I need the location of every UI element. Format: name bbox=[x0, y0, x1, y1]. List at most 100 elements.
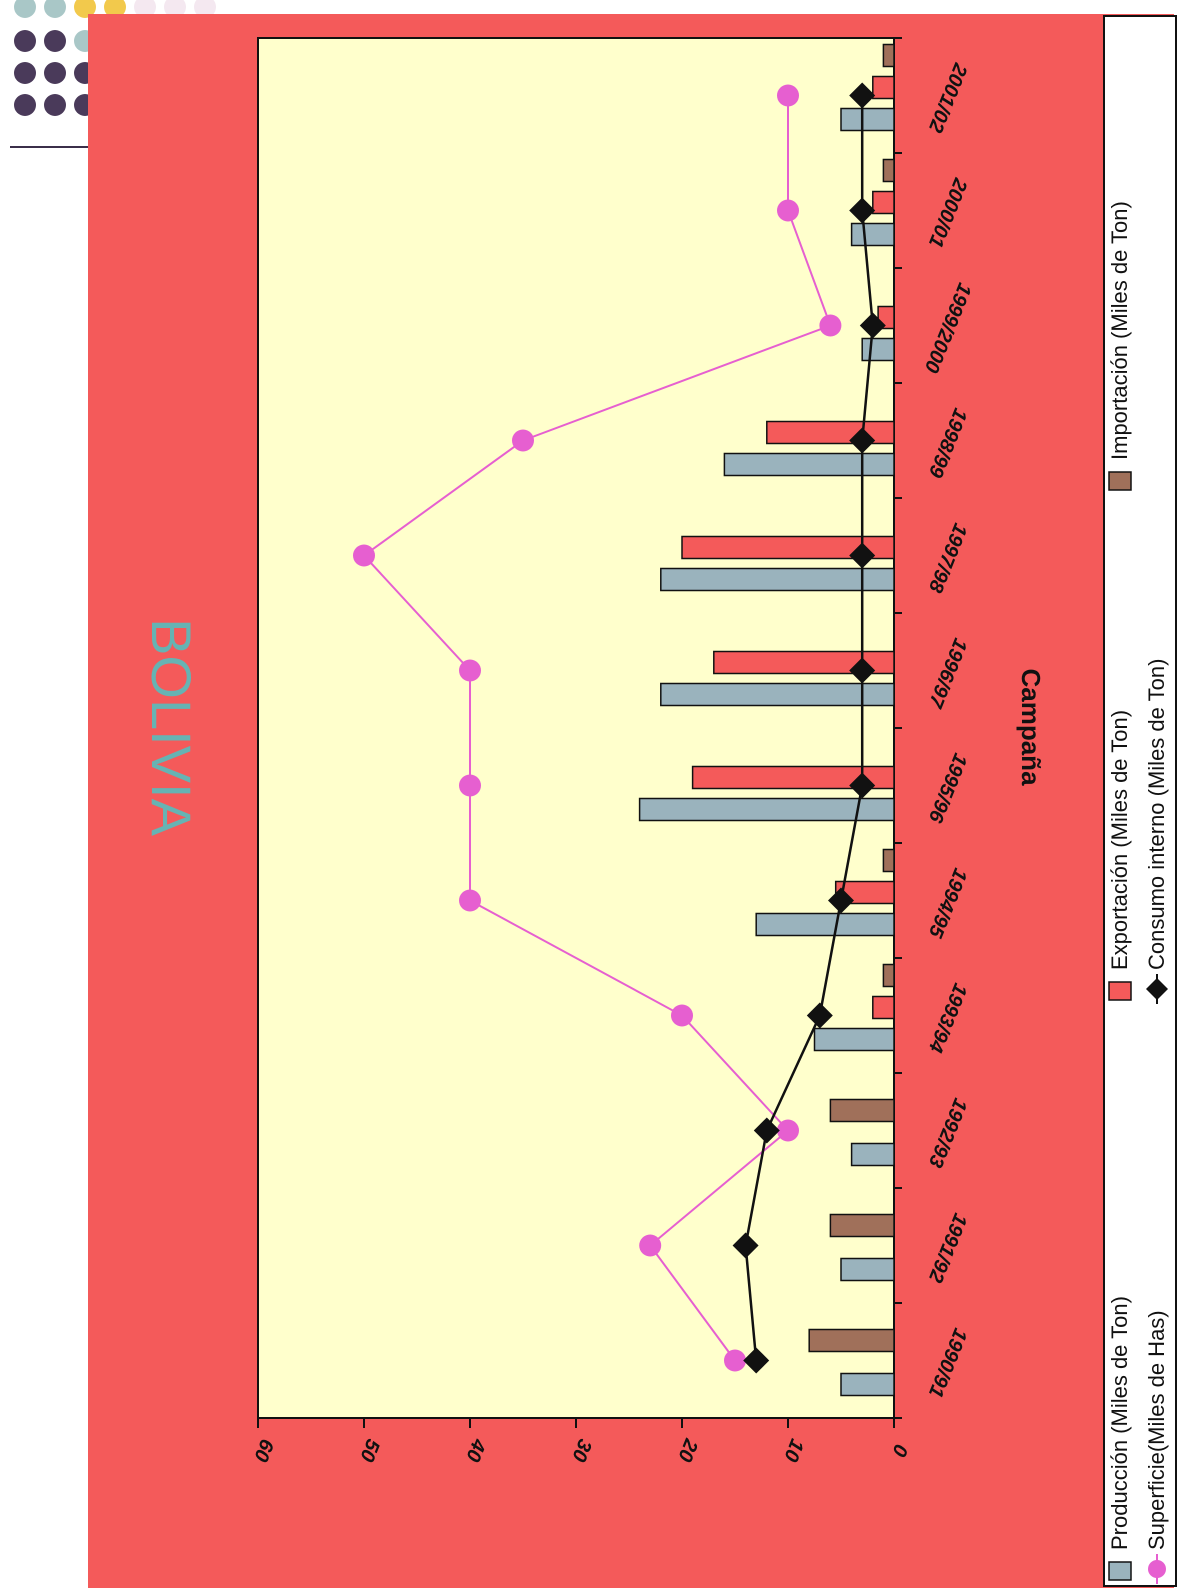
point-consumo bbox=[849, 82, 876, 109]
dot-icon bbox=[194, 0, 216, 18]
point-superficie bbox=[459, 774, 481, 797]
dot-icon bbox=[44, 0, 66, 18]
legend-marker bbox=[1146, 978, 1168, 1000]
dot-icon bbox=[44, 94, 66, 116]
point-superficie bbox=[671, 1004, 693, 1027]
bar-importacion bbox=[882, 848, 895, 873]
point-superficie bbox=[819, 314, 842, 337]
dot-icon bbox=[164, 0, 186, 18]
bar-importacion bbox=[882, 43, 895, 68]
x-axis-title: Campaña bbox=[1016, 668, 1046, 786]
legend: Producción (Miles de Ton) Exportación (Mi… bbox=[1103, 15, 1177, 1587]
bar-importacion bbox=[882, 963, 895, 988]
x-tick-label: 1994/95 bbox=[923, 865, 971, 941]
legend-items: Producción (Miles de Ton) Exportación (Mi… bbox=[1107, 201, 1169, 1584]
x-tick-label: 1995/96 bbox=[923, 750, 971, 826]
x-tick-label: 1991/92 bbox=[924, 1210, 971, 1285]
bar-exportacion bbox=[766, 420, 895, 445]
bar-produccion bbox=[813, 1027, 895, 1052]
x-tick-label: 2001/02 bbox=[924, 59, 972, 135]
point-superficie bbox=[724, 1349, 746, 1372]
x-tick-label: 1997/98 bbox=[923, 520, 971, 596]
point-consumo bbox=[859, 312, 886, 339]
dot-icon bbox=[14, 62, 36, 84]
legend-item: Importación (Miles de Ton) bbox=[1107, 201, 1132, 491]
bar-exportacion bbox=[872, 995, 895, 1020]
bar-exportacion bbox=[872, 190, 895, 215]
legend-item: Consumo interno (Miles de Ton) bbox=[1144, 659, 1169, 1004]
chart-title: BOLIVIA bbox=[140, 618, 203, 837]
dot-icon bbox=[44, 30, 66, 52]
bar-produccion bbox=[850, 222, 895, 247]
point-superficie bbox=[459, 659, 481, 682]
header-rule bbox=[10, 146, 88, 148]
point-consumo bbox=[743, 1347, 770, 1374]
legend-marker bbox=[1148, 1560, 1166, 1578]
point-superficie bbox=[777, 84, 799, 107]
point-superficie bbox=[639, 1234, 662, 1257]
bar-produccion bbox=[638, 797, 895, 822]
x-tick-label: 1996/97 bbox=[923, 635, 971, 711]
point-superficie bbox=[512, 429, 534, 452]
bar-produccion bbox=[723, 452, 895, 477]
y-tick-label: 50 bbox=[355, 1436, 384, 1465]
dot-icon bbox=[14, 94, 36, 116]
point-consumo bbox=[753, 1117, 780, 1144]
bar-importacion bbox=[829, 1098, 895, 1123]
x-tick-label: 1990/91 bbox=[924, 1325, 971, 1400]
point-consumo bbox=[849, 542, 876, 569]
point-consumo bbox=[849, 657, 876, 684]
point-superficie bbox=[777, 199, 799, 222]
legend-item: Producción (Miles de Ton) bbox=[1107, 1296, 1132, 1581]
bar-exportacion bbox=[713, 650, 895, 675]
bar-produccion bbox=[850, 1142, 895, 1167]
legend-label: Importación (Miles de Ton) bbox=[1107, 201, 1132, 460]
point-consumo bbox=[732, 1232, 759, 1259]
dot-icon bbox=[104, 0, 126, 18]
bar-produccion bbox=[660, 567, 895, 592]
x-tick-label: 1993/94 bbox=[924, 980, 971, 1055]
series-line-superficie bbox=[362, 95, 832, 1362]
point-consumo bbox=[849, 197, 876, 224]
bars-layer bbox=[638, 43, 895, 1397]
bar-importacion bbox=[808, 1328, 895, 1353]
series-line-consumo bbox=[744, 95, 875, 1361]
point-consumo bbox=[849, 427, 876, 454]
legend-label: Superficie(Miles de Has) bbox=[1144, 1310, 1169, 1550]
point-consumo bbox=[806, 1002, 833, 1029]
x-tick-label: 2000/01 bbox=[924, 174, 972, 250]
legend-label: Producción (Miles de Ton) bbox=[1107, 1296, 1132, 1550]
point-superficie bbox=[777, 1119, 799, 1142]
bar-produccion bbox=[861, 337, 895, 362]
bar-exportacion bbox=[872, 75, 895, 100]
legend-swatch bbox=[1108, 981, 1132, 1001]
y-tick-label: 10 bbox=[779, 1436, 808, 1465]
bar-produccion bbox=[840, 1257, 895, 1282]
lines-layer bbox=[353, 82, 886, 1374]
legend-swatch bbox=[1108, 1561, 1132, 1581]
legend-label: Exportación (Miles de Ton) bbox=[1107, 710, 1132, 970]
bar-exportacion bbox=[691, 765, 895, 790]
y-tick-label: 20 bbox=[673, 1435, 702, 1465]
y-tick-label: 60 bbox=[249, 1436, 278, 1465]
bar-produccion bbox=[840, 1372, 895, 1397]
bar-exportacion bbox=[681, 535, 895, 560]
legend-item: Exportación (Miles de Ton) bbox=[1107, 710, 1132, 1001]
plot-area bbox=[257, 37, 895, 1419]
x-tick-label: 1992/93 bbox=[924, 1095, 971, 1170]
x-tick-label: 1998/99 bbox=[923, 405, 971, 481]
point-consumo bbox=[828, 887, 854, 914]
point-superficie bbox=[353, 544, 375, 567]
point-consumo bbox=[849, 772, 876, 799]
legend-box bbox=[1103, 15, 1177, 1587]
legend-label: Consumo interno (Miles de Ton) bbox=[1144, 659, 1169, 970]
dot-icon bbox=[14, 30, 36, 52]
dot-icon bbox=[134, 0, 156, 18]
dot-icon bbox=[14, 0, 36, 18]
bar-importacion bbox=[882, 158, 895, 183]
bar-produccion bbox=[755, 912, 895, 937]
point-superficie bbox=[459, 889, 481, 912]
y-tick-label: 30 bbox=[567, 1436, 596, 1465]
y-tick-label: 40 bbox=[461, 1435, 490, 1465]
